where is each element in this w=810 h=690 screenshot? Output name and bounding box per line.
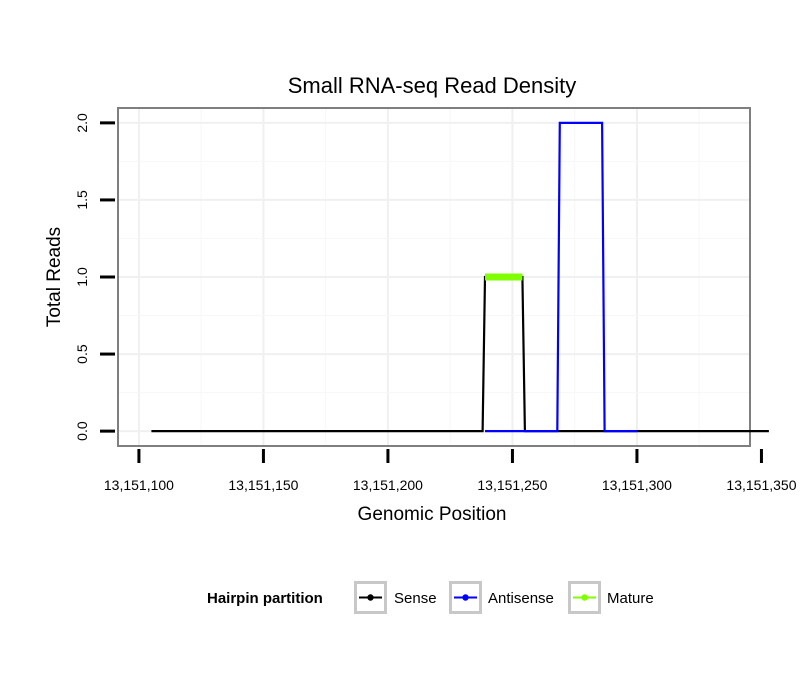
- legend-label-antisense: Antisense: [488, 590, 554, 607]
- y-tick-label: 1.0: [74, 267, 90, 287]
- y-tick-label: 0.0: [74, 421, 90, 441]
- grid-lines: [119, 109, 749, 445]
- x-axis-title: Genomic Position: [358, 504, 507, 525]
- y-tick-label: 1.5: [74, 190, 90, 210]
- chart-title: Small RNA-seq Read Density: [288, 73, 577, 98]
- legend-label-mature: Mature: [607, 590, 654, 607]
- x-tick-label: 13,151,250: [477, 477, 547, 493]
- legend-key-sense: [354, 581, 387, 614]
- legend: Hairpin partition Sense Antisense Mature: [207, 581, 654, 614]
- x-tick-label: 13,151,200: [353, 477, 423, 493]
- series-line-antisense: [485, 121, 637, 433]
- x-tick-label: 13,151,350: [726, 477, 796, 493]
- x-axis: 13,151,100 13,151,150 13,151,200 13,151,250…: [104, 449, 797, 493]
- x-tick-label: 13,151,300: [602, 477, 672, 493]
- x-tick-label: 13,151,100: [104, 477, 174, 493]
- y-tick-label: 2.0: [74, 113, 90, 133]
- legend-label-sense: Sense: [394, 590, 437, 607]
- y-axis-title: Total Reads: [44, 227, 65, 327]
- series-lines: [151, 121, 769, 433]
- y-tick-label: 0.5: [74, 344, 90, 364]
- legend-key-antisense: [449, 581, 482, 614]
- legend-key-mature: [568, 581, 601, 614]
- legend-title: Hairpin partition: [207, 590, 323, 607]
- x-tick-label: 13,151,150: [228, 477, 298, 493]
- y-axis: 0.0 0.5 1.0 1.5 2.0: [74, 113, 115, 441]
